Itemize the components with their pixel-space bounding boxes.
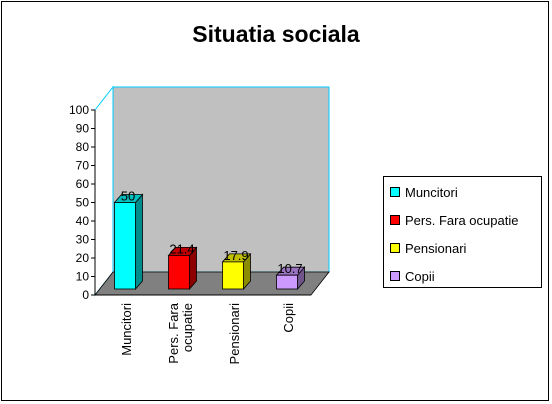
data-label: 21.4 <box>169 241 194 256</box>
legend-item: Muncitori <box>390 183 458 201</box>
legend-swatch <box>390 215 400 225</box>
y-tick-label: 0 <box>82 288 89 302</box>
y-tick-label: 30 <box>76 233 90 247</box>
y-tick-label: 70 <box>76 159 90 173</box>
side-wall <box>94 85 114 297</box>
back-wall <box>112 86 330 273</box>
legend-label: Muncitori <box>405 184 458 200</box>
legend-item: Copii <box>390 267 435 285</box>
chart-title: Situatia sociala <box>192 21 360 47</box>
y-tick-label: 20 <box>76 251 90 265</box>
legend-swatch <box>390 187 400 197</box>
bar <box>114 202 136 290</box>
bar <box>168 255 190 290</box>
legend: Muncitori Pers. Fara ocupatie Pensionari Co… <box>383 176 542 288</box>
x-tick-label: Pers. Fara <box>166 302 181 363</box>
legend-item: Pers. Fara ocupatie <box>390 211 518 229</box>
y-tick-label: 100 <box>69 103 89 117</box>
x-tick-label: ocupatie <box>180 303 195 352</box>
bar <box>222 261 244 290</box>
x-tick-label: Copii <box>281 303 296 333</box>
legend-swatch <box>390 271 400 281</box>
y-tick-label: 40 <box>76 214 90 228</box>
y-tick-label: 90 <box>76 122 90 136</box>
bar <box>276 274 298 290</box>
x-tick-label: Pensionari <box>227 303 242 365</box>
legend-label: Pers. Fara ocupatie <box>405 212 519 228</box>
data-label: 17.9 <box>223 248 248 263</box>
x-tick-label: Muncitori <box>119 303 134 356</box>
y-tick-label: 60 <box>76 177 90 191</box>
y-tick-label: 80 <box>76 140 90 154</box>
bar-side <box>135 193 143 291</box>
y-tick-label: 50 <box>76 196 90 210</box>
data-label: 50 <box>121 189 135 204</box>
y-tick-label: 10 <box>76 270 90 284</box>
legend-swatch <box>390 243 400 253</box>
legend-label: Pensionari <box>405 240 467 256</box>
legend-label: Copii <box>405 268 435 284</box>
legend-item: Pensionari <box>390 239 466 257</box>
data-label: 10.7 <box>277 261 302 276</box>
